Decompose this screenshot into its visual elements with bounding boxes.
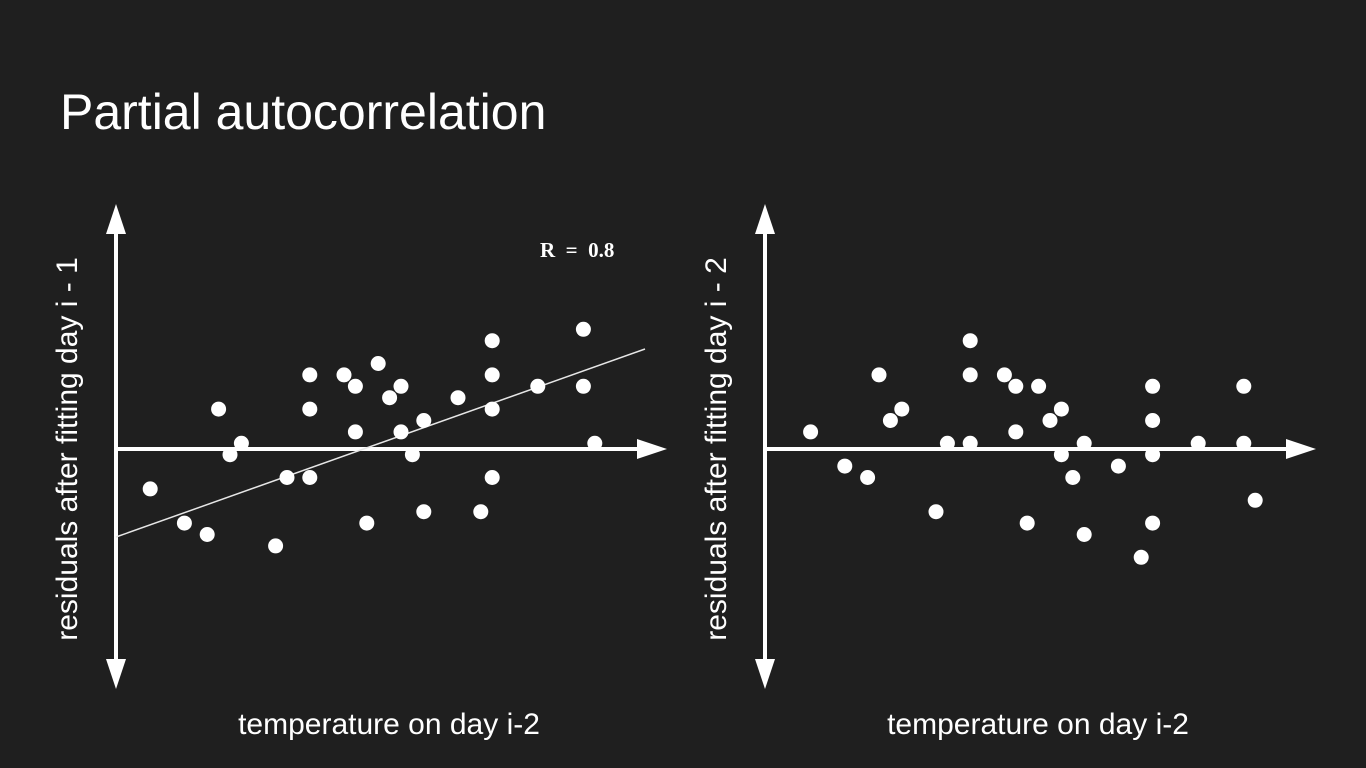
- left-x-axis: [116, 439, 667, 459]
- left-scatter-plot: R = 0.8 residuals after fitting day i - …: [51, 204, 667, 741]
- left-data-point-11: [302, 367, 318, 383]
- left-y-axis-arrow-up: [106, 204, 126, 234]
- left-data-point-7: [268, 538, 284, 554]
- right-data-point-25: [1145, 378, 1161, 394]
- left-data-point-12: [336, 367, 352, 383]
- left-data-point-3: [199, 527, 215, 542]
- right-data-point-32: [1247, 492, 1263, 508]
- right-data-point-22: [1076, 527, 1092, 542]
- right-data-point-3: [860, 470, 876, 485]
- left-data-point-26: [484, 367, 500, 383]
- left-data-point-29: [530, 378, 546, 394]
- right-data-point-27: [1145, 447, 1161, 463]
- right-y-axis-label: residuals after fitting day i - 2: [700, 257, 733, 641]
- left-x-axis-arrow: [637, 439, 667, 459]
- right-x-axis-label: temperature on day i-2: [887, 708, 1189, 741]
- left-data-point-19: [393, 424, 409, 440]
- left-data-point-1: [142, 481, 158, 497]
- right-data-point-30: [1236, 378, 1252, 394]
- right-data-point-29: [1190, 435, 1206, 451]
- right-data-point-28: [1145, 515, 1161, 531]
- right-data-point-20: [1065, 470, 1081, 485]
- left-data-point-16: [370, 356, 386, 371]
- right-y-axis-arrow-up: [755, 204, 775, 234]
- left-data-point-13: [347, 378, 363, 394]
- right-data-point-13: [1008, 378, 1024, 394]
- right-x-axis-arrow: [1286, 439, 1316, 459]
- right-data-point-24: [1133, 549, 1149, 565]
- left-data-point-24: [473, 504, 489, 520]
- left-data-point-18: [393, 378, 409, 394]
- right-data-point-8: [939, 435, 955, 451]
- right-y-axis: [755, 204, 775, 689]
- left-data-point-10: [302, 401, 318, 417]
- right-y-axis-arrow-down: [755, 659, 775, 689]
- left-data-point-28: [484, 470, 500, 485]
- left-data-point-31: [575, 378, 591, 394]
- right-data-point-10: [962, 367, 978, 383]
- right-data-point-31: [1236, 435, 1252, 451]
- right-data-point-19: [1053, 447, 1069, 463]
- left-data-point-20: [404, 447, 420, 463]
- left-data-point-5: [222, 447, 238, 463]
- right-data-point-7: [928, 504, 944, 520]
- right-points: [803, 333, 1263, 565]
- right-data-point-17: [1042, 413, 1058, 428]
- right-data-point-6: [894, 401, 910, 417]
- left-data-point-15: [359, 515, 375, 531]
- right-data-point-16: [1031, 378, 1047, 394]
- left-y-axis-arrow-down: [106, 659, 126, 689]
- left-data-point-25: [484, 333, 500, 349]
- left-data-point-4: [211, 401, 227, 417]
- right-data-point-5: [882, 413, 898, 428]
- right-scatter-plot: residuals after fitting day i - 2 temper…: [700, 204, 1316, 741]
- right-data-point-26: [1145, 413, 1161, 428]
- left-data-point-21: [416, 413, 432, 428]
- left-trend-line: [115, 348, 646, 538]
- right-data-point-1: [803, 424, 819, 440]
- right-data-point-9: [962, 333, 978, 349]
- left-data-point-27: [484, 401, 500, 417]
- right-data-point-18: [1053, 401, 1069, 417]
- left-data-point-30: [575, 321, 591, 337]
- left-data-point-14: [347, 424, 363, 440]
- right-data-point-15: [1019, 515, 1035, 531]
- left-data-point-22: [416, 504, 432, 520]
- right-data-point-12: [996, 367, 1012, 383]
- left-data-point-9: [302, 470, 318, 485]
- slide-title: Partial autocorrelation: [60, 84, 547, 140]
- right-data-point-23: [1110, 458, 1126, 474]
- right-data-point-4: [871, 367, 887, 383]
- left-x-axis-label: temperature on day i-2: [238, 708, 540, 741]
- left-data-point-17: [382, 390, 398, 406]
- left-data-point-8: [279, 470, 295, 485]
- left-data-point-6: [233, 435, 249, 451]
- left-y-axis-label: residuals after fitting day i - 1: [51, 257, 84, 641]
- right-x-axis: [765, 439, 1316, 459]
- left-data-point-32: [587, 435, 603, 451]
- right-data-point-14: [1008, 424, 1024, 440]
- right-data-point-11: [962, 435, 978, 451]
- correlation-annotation: R = 0.8: [540, 238, 614, 262]
- left-y-axis: [106, 204, 126, 689]
- right-data-point-2: [837, 458, 853, 474]
- left-data-point-2: [176, 515, 192, 531]
- left-points: [142, 321, 603, 554]
- right-data-point-21: [1076, 435, 1092, 451]
- left-data-point-23: [450, 390, 466, 406]
